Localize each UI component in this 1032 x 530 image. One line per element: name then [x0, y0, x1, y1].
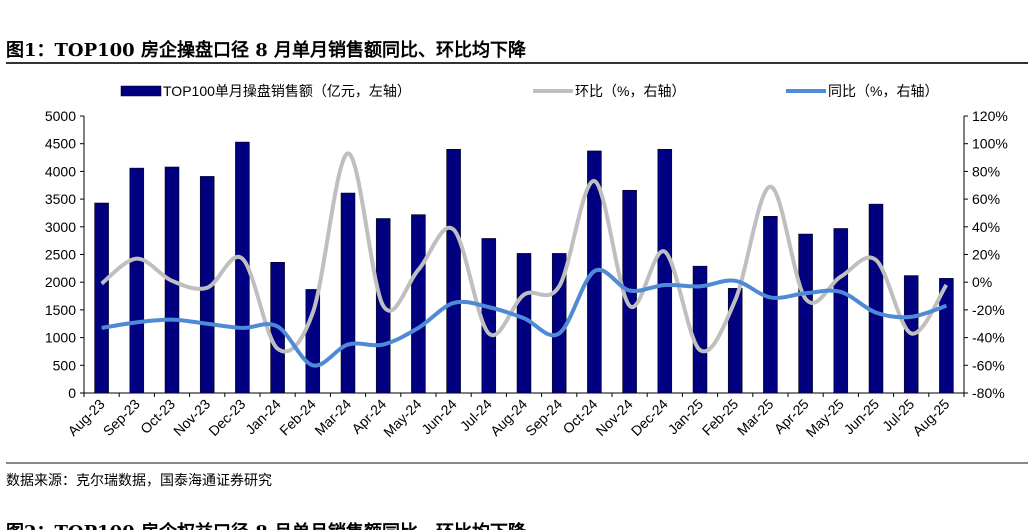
- right-tick-label: -20%: [972, 302, 1005, 318]
- right-tick-label: 20%: [972, 247, 1000, 263]
- right-tick-label: 100%: [972, 136, 1008, 152]
- next-figure-title: 图2：TOP100 房企权益口径 8 月单月销售额同比、环比均下降: [6, 518, 526, 530]
- right-tick-label: 0%: [972, 274, 992, 290]
- title-divider: [6, 62, 1028, 64]
- chart: 0 500 1000 1500 2000 2500 3000 3500 4000 4500 5000…: [45, 83, 1008, 440]
- figure-title: 图1：TOP100 房企操盘口径 8 月单月销售额同比、环比均下降: [6, 40, 527, 61]
- bar-sales: [340, 192, 356, 394]
- x-tick-label: Sep-24: [522, 396, 565, 439]
- right-tick-label: 60%: [972, 191, 1000, 207]
- left-tick-label: 5000: [45, 108, 76, 124]
- x-tick-label: Aug-23: [64, 396, 107, 439]
- right-tick-label: -60%: [972, 357, 1005, 373]
- bar-sales: [657, 148, 673, 394]
- x-tick-label: Sep-23: [100, 396, 143, 439]
- left-tick-label: 1000: [45, 330, 76, 346]
- x-tick-label: Feb-24: [276, 396, 319, 439]
- bar-sales: [727, 288, 743, 394]
- x-tick-label: Jan-24: [242, 396, 284, 438]
- right-tick-label: -80%: [972, 385, 1005, 401]
- x-tick-label: Feb-25: [699, 396, 742, 439]
- bar-sales: [305, 289, 321, 394]
- bar-sales: [763, 216, 778, 394]
- legend-swatch-sales: [120, 85, 162, 97]
- bar-sales: [94, 202, 109, 394]
- bar-sales: [692, 265, 708, 394]
- bar-sales: [411, 214, 426, 394]
- x-tick-label: Aug-24: [487, 396, 530, 439]
- bar-sales: [833, 228, 849, 394]
- x-tick-label: Jun-24: [418, 396, 460, 438]
- left-tick-label: 4500: [45, 136, 76, 152]
- x-tick-label: Jan-25: [665, 396, 707, 438]
- x-tick-label: Mar-24: [311, 396, 354, 439]
- bar-sales: [481, 238, 497, 394]
- bar-sales: [868, 203, 884, 394]
- legend-label-yoy: 同比（%，右轴）: [828, 83, 938, 99]
- bar-sales: [129, 167, 145, 394]
- x-tick-label: May-24: [380, 396, 424, 440]
- line-mom: [100, 151, 949, 354]
- x-tick-label: Nov-24: [592, 396, 635, 439]
- left-tick-label: 1500: [45, 302, 76, 318]
- x-tick-label: Mar-25: [734, 396, 777, 439]
- source-divider: [6, 462, 1028, 464]
- legend-label-sales: TOP100单月操盘销售额（亿元，左轴）: [163, 83, 411, 99]
- left-tick-label: 2000: [45, 274, 76, 290]
- right-tick-label: 40%: [972, 219, 1000, 235]
- bar-sales: [446, 148, 461, 394]
- x-tick-label: Aug-25: [909, 396, 952, 439]
- left-tick-label: 4000: [45, 163, 76, 179]
- left-tick-label: 0: [68, 385, 76, 401]
- x-tick-label: May-25: [803, 396, 847, 440]
- legend-label-mom: 环比（%，右轴）: [575, 83, 685, 99]
- left-tick-label: 500: [53, 357, 77, 373]
- x-tick-label: Dec-23: [205, 396, 248, 439]
- source-note: 数据来源：克尔瑞数据，国泰海通证券研究: [6, 473, 272, 489]
- x-tick-label: Nov-23: [170, 396, 213, 439]
- left-tick-label: 3000: [45, 219, 76, 235]
- bar-sales: [798, 233, 813, 394]
- x-tick-label: Jun-25: [841, 396, 883, 438]
- left-tick-label: 2500: [45, 247, 76, 263]
- right-tick-label: 80%: [972, 163, 1000, 179]
- right-tick-label: 120%: [972, 108, 1008, 124]
- x-tick-label: Dec-24: [628, 396, 671, 439]
- left-tick-label: 3500: [45, 191, 76, 207]
- right-tick-label: -40%: [972, 330, 1005, 346]
